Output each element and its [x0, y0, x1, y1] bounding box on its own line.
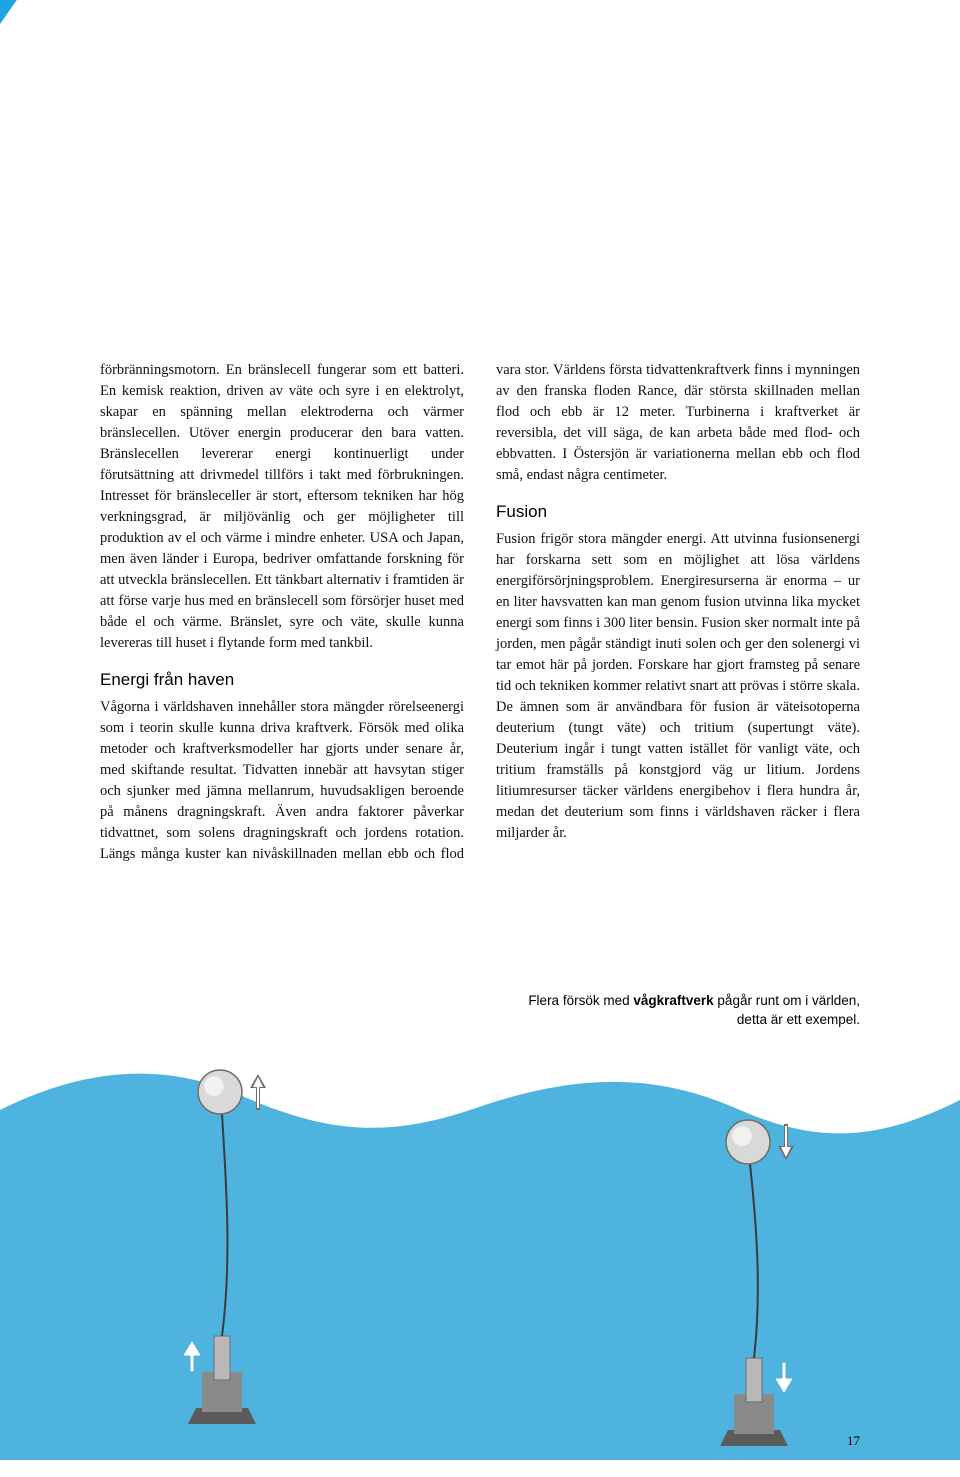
corner-stripe-motif	[0, 0, 300, 320]
paragraph-fuelcell: förbränningsmotorn. En bränslecell funge…	[100, 360, 464, 654]
heading-sea-energy: Energi från haven	[100, 668, 464, 693]
page-number: 17	[847, 1433, 860, 1449]
heading-fusion: Fusion	[496, 500, 860, 525]
caption-post: pågår runt om i världen, detta är ett ex…	[714, 993, 860, 1027]
wave-power-diagram	[0, 1040, 960, 1460]
caption-bold: vågkraftverk	[633, 993, 713, 1008]
body-text: förbränningsmotorn. En bränslecell funge…	[100, 360, 860, 865]
diagram-caption: Flera försök med vågkraftverk pågår runt…	[500, 992, 860, 1030]
caption-pre: Flera försök med	[528, 993, 633, 1008]
paragraph-fusion: Fusion frigör stora mängder energi. Att …	[496, 529, 860, 844]
water-shape	[0, 1074, 960, 1460]
page: förbränningsmotorn. En bränslecell funge…	[0, 0, 960, 1477]
